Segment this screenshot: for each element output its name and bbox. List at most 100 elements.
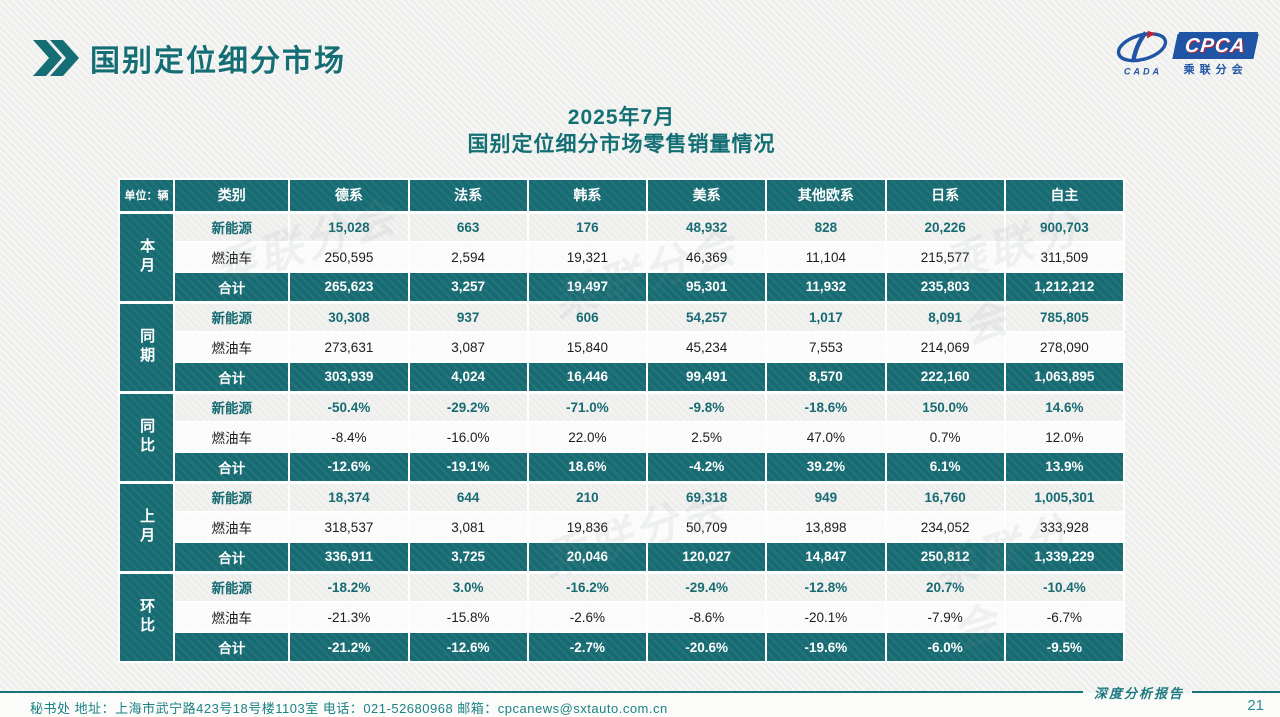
data-cell: -7.9% — [884, 601, 1006, 633]
data-cell: 12.0% — [1003, 421, 1126, 453]
data-cell: -6.0% — [884, 631, 1006, 663]
table-row: 合计 303,939 4,024 16,446 99,491 8,570 222,160 1,… — [119, 361, 1126, 393]
data-cell: -19.6% — [765, 631, 887, 663]
data-cell: 949 — [765, 480, 887, 513]
data-cell: 120,027 — [646, 541, 768, 573]
data-cell: 336,911 — [288, 541, 410, 573]
data-cell: -15.8% — [407, 601, 529, 633]
data-cell: 19,321 — [526, 241, 649, 273]
data-cell: -71.0% — [526, 390, 649, 423]
column-header: 日系 — [884, 178, 1006, 213]
data-cell: 3.0% — [407, 570, 529, 603]
data-cell: 39.2% — [765, 451, 887, 483]
data-cell: 69,318 — [646, 480, 768, 513]
category-header: 类别 — [173, 178, 291, 213]
data-cell: -19.1% — [407, 451, 529, 483]
category-cell: 燃油车 — [173, 331, 291, 363]
svg-text:CADA: CADA — [1124, 66, 1162, 76]
data-cell: 18,374 — [288, 480, 410, 513]
column-header: 其他欧系 — [765, 178, 887, 213]
data-cell: 176 — [526, 210, 649, 243]
data-cell: 4,024 — [407, 361, 529, 393]
data-cell: -9.5% — [1003, 631, 1126, 663]
page-title: 国别定位细分市场 — [90, 45, 346, 78]
data-cell: 265,623 — [288, 271, 410, 303]
table-row: 合计 265,623 3,257 19,497 95,301 11,932 235,803 1… — [119, 271, 1126, 303]
group-label-cell: 同期 — [117, 300, 176, 393]
data-cell: -6.7% — [1003, 601, 1126, 633]
cpca-logo: CADA CPCA 乘联分会 — [1113, 28, 1259, 78]
data-cell: 13,898 — [765, 511, 887, 543]
data-cell: 3,081 — [407, 511, 529, 543]
data-cell: -12.6% — [288, 451, 410, 483]
data-cell: 3,087 — [407, 331, 529, 363]
footer-strip — [0, 693, 1280, 717]
cada-emblem-icon: CADA — [1117, 30, 1168, 76]
data-cell: 250,595 — [288, 241, 410, 273]
table-row: 燃油车 273,631 3,087 15,840 45,234 7,553 214,069 2… — [119, 331, 1126, 363]
table-header-row: 单位：辆 类别 德系 法系 韩系 美系 其他欧系 日系 自主 — [117, 178, 1126, 213]
data-cell: 95,301 — [646, 271, 768, 303]
data-cell: -20.6% — [646, 631, 768, 663]
data-cell: -2.7% — [526, 631, 649, 663]
data-cell: 11,104 — [765, 241, 887, 273]
data-cell: 273,631 — [288, 331, 410, 363]
group-label-cell: 本月 — [117, 210, 176, 303]
data-cell: -2.6% — [526, 601, 649, 633]
data-cell: 663 — [407, 210, 529, 243]
data-cell: 15,840 — [526, 331, 649, 363]
table-row: 本月 新能源 15,028 663 176 48,932 828 20,226 900,703 — [117, 210, 1126, 303]
table-head: 单位：辆 类别 德系 法系 韩系 美系 其他欧系 日系 自主 — [117, 178, 1126, 213]
data-cell: 311,509 — [1003, 241, 1126, 273]
footer-page-number: 21 — [1247, 697, 1264, 714]
data-cell: 333,928 — [1003, 511, 1126, 543]
data-cell: 3,257 — [407, 271, 529, 303]
data-cell: -8.6% — [646, 601, 768, 633]
data-cell: 6.1% — [884, 451, 1006, 483]
data-cell: 54,257 — [646, 300, 768, 333]
data-cell: -21.2% — [288, 631, 410, 663]
data-cell: 303,939 — [288, 361, 410, 393]
data-cell: 235,803 — [884, 271, 1006, 303]
data-cell: -4.2% — [646, 451, 768, 483]
data-cell: 1,339,229 — [1003, 541, 1126, 573]
group-label-cell: 上月 — [117, 480, 176, 573]
table-row: 上月 新能源 18,374 644 210 69,318 949 16,760 1,005,30… — [117, 480, 1126, 573]
data-cell: 2.5% — [646, 421, 768, 453]
category-cell: 新能源 — [173, 570, 291, 603]
data-cell: 45,234 — [646, 331, 768, 363]
data-cell: 1,212,212 — [1003, 271, 1126, 303]
data-cell: 50,709 — [646, 511, 768, 543]
logo-subtitle: 乘联分会 — [1183, 64, 1248, 76]
data-cell: -21.3% — [288, 601, 410, 633]
footer-divider-left — [0, 691, 1083, 693]
column-header: 自主 — [1003, 178, 1126, 213]
data-cell: 19,836 — [526, 511, 649, 543]
data-cell: -12.6% — [407, 631, 529, 663]
cpca-wordmark: CPCA — [1172, 34, 1259, 59]
table-row: 同比 新能源 -50.4% -29.2% -71.0% -9.8% -18.6% 150.0%… — [117, 390, 1126, 483]
data-cell: -12.8% — [765, 570, 887, 603]
data-cell: 222,160 — [884, 361, 1006, 393]
category-cell: 合计 — [173, 631, 291, 663]
data-cell: 16,760 — [884, 480, 1006, 513]
category-cell: 燃油车 — [173, 511, 291, 543]
data-cell: 20,046 — [526, 541, 649, 573]
data-cell: 250,812 — [884, 541, 1006, 573]
category-cell: 合计 — [173, 271, 291, 303]
sales-table: 单位：辆 类别 德系 法系 韩系 美系 其他欧系 日系 自主 本月 新能源 15,028 663 176… — [117, 178, 1126, 663]
category-cell: 合计 — [173, 361, 291, 393]
category-cell: 合计 — [173, 541, 291, 573]
data-cell: 234,052 — [884, 511, 1006, 543]
table-row: 合计 336,911 3,725 20,046 120,027 14,847 250,812… — [119, 541, 1126, 573]
table-row: 燃油车 318,537 3,081 19,836 50,709 13,898 234,052… — [119, 511, 1126, 543]
sales-table-wrap: 乘联分会 乘联分会 乘联分会 乘联分会 乘联分会 单位：辆类别德系法系韩系美系其… — [117, 178, 1126, 663]
data-cell: 937 — [407, 300, 529, 333]
column-header: 美系 — [646, 178, 768, 213]
data-cell: 11,932 — [765, 271, 887, 303]
table-row: 环比 新能源 -18.2% 3.0% -16.2% -29.4% -12.8% 20.7% -1… — [117, 570, 1126, 663]
data-cell: 19,497 — [526, 271, 649, 303]
data-cell: -8.4% — [288, 421, 410, 453]
data-cell: -10.4% — [1003, 570, 1126, 603]
data-cell: 18.6% — [526, 451, 649, 483]
